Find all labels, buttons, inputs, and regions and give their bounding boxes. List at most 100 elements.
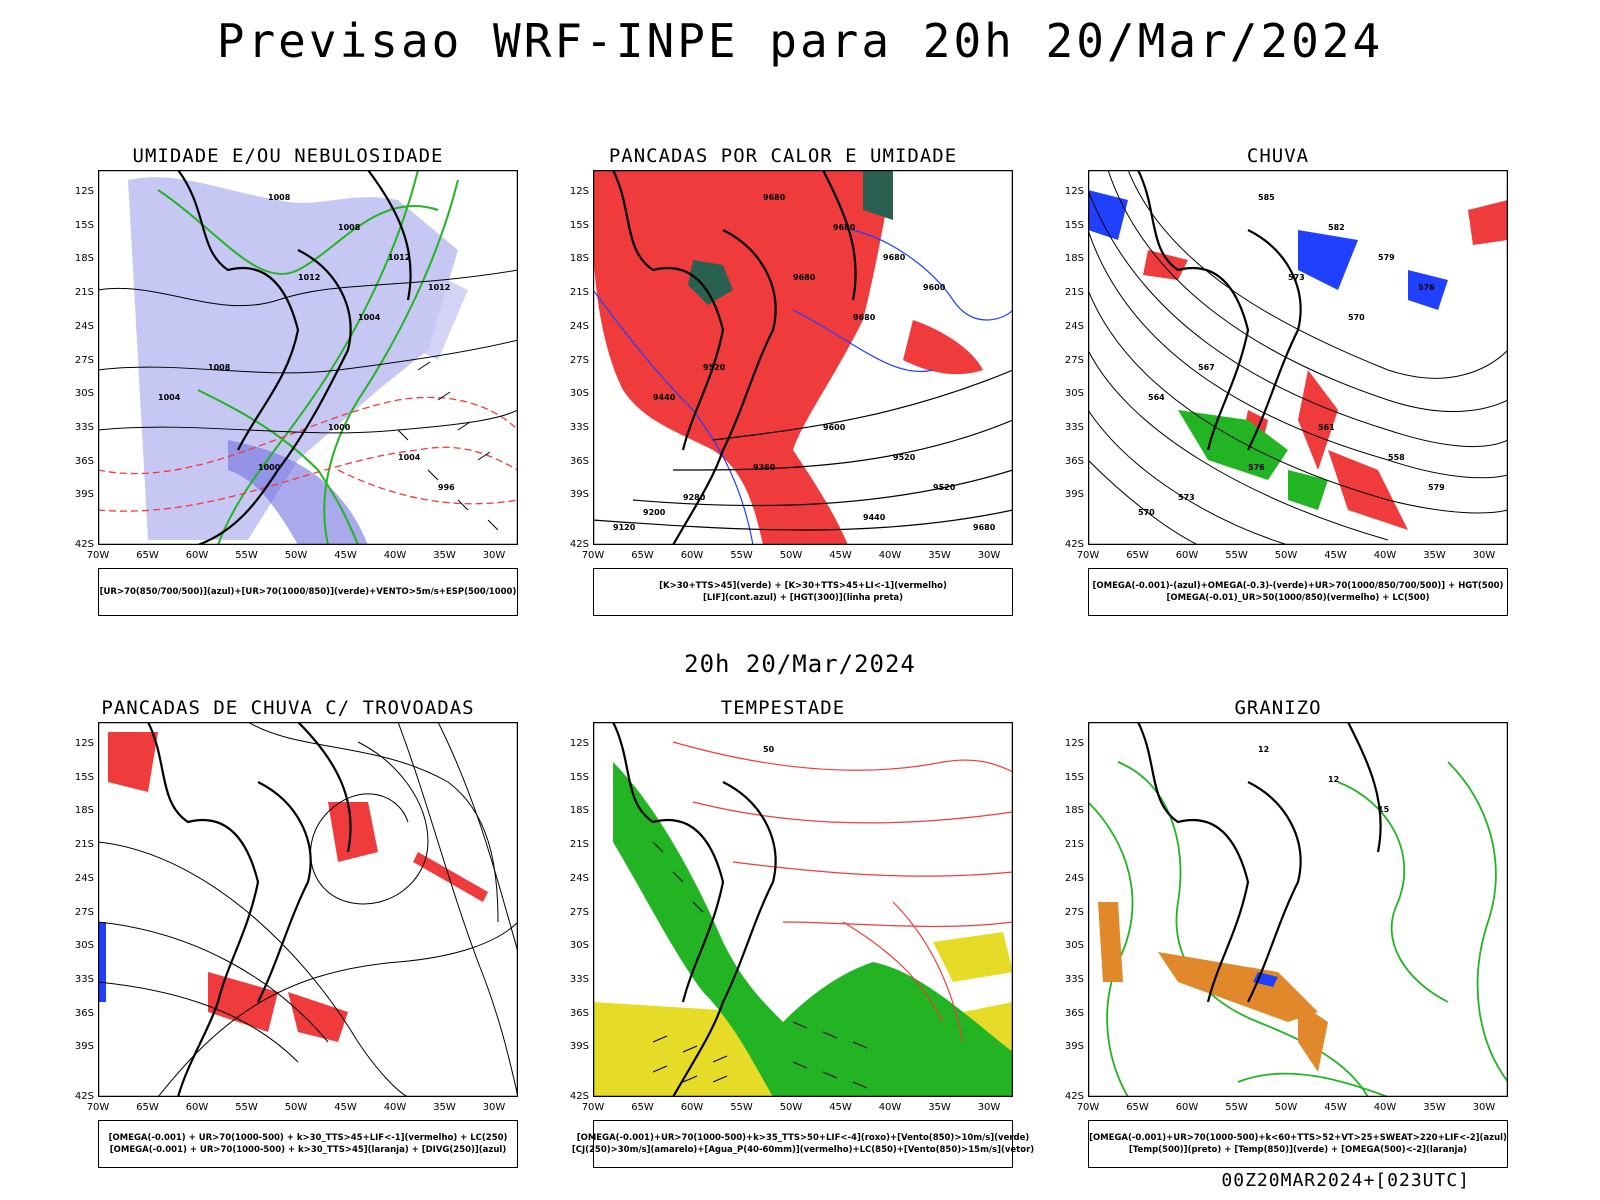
lon-label: 70W bbox=[1076, 1102, 1100, 1113]
lat-label: 21S bbox=[1064, 839, 1084, 851]
lat-label: 27S bbox=[1064, 354, 1084, 366]
lat-label: 21S bbox=[74, 287, 94, 299]
lon-label: 70W bbox=[581, 550, 605, 561]
lon-label: 40W bbox=[1373, 550, 1397, 561]
country-borders bbox=[612, 722, 777, 1097]
lon-label: 60W bbox=[185, 1102, 209, 1113]
contour-label: 579 bbox=[1378, 253, 1395, 262]
lat-label: 36S bbox=[74, 1007, 94, 1019]
map-pancadas-trovoadas bbox=[98, 722, 518, 1097]
lat-label: 30S bbox=[569, 940, 589, 952]
streamlines bbox=[98, 722, 518, 1097]
lat-label: 24S bbox=[569, 872, 589, 884]
map-frame bbox=[98, 722, 518, 1097]
contour-label: 9680 bbox=[973, 523, 996, 532]
lat-label: 18S bbox=[1064, 805, 1084, 817]
contour-label: 585 bbox=[1258, 193, 1275, 202]
lat-label: 42S bbox=[569, 539, 589, 550]
lon-label: 55W bbox=[730, 550, 753, 561]
contour-label: 576 bbox=[1248, 463, 1265, 472]
lat-label: 18S bbox=[74, 253, 94, 265]
lon-label: 30W bbox=[1472, 1102, 1496, 1113]
lat-label: 15S bbox=[74, 771, 94, 783]
contour-label: 9600 bbox=[923, 283, 946, 292]
lat-label: 33S bbox=[1064, 973, 1084, 985]
contour-label: 9680 bbox=[793, 273, 816, 282]
lon-label: 55W bbox=[1225, 550, 1248, 561]
temp850-contours bbox=[1088, 761, 1508, 1097]
lat-label: 21S bbox=[569, 287, 589, 299]
map-frame bbox=[98, 170, 518, 545]
lat-label: 18S bbox=[1064, 253, 1084, 265]
lon-label: 65W bbox=[136, 1102, 159, 1113]
contour-label: 996 bbox=[438, 483, 455, 492]
lon-label: 50W bbox=[1274, 550, 1298, 561]
lon-label: 35W bbox=[433, 1102, 456, 1113]
legend-box: [K>30+TTS>45](verde) + [K>30+TTS>45+LI<-… bbox=[593, 568, 1013, 616]
lon-label: 55W bbox=[235, 1102, 258, 1113]
lon-label: 60W bbox=[185, 550, 209, 561]
lon-label: 60W bbox=[680, 1102, 704, 1113]
contour-label: 9120 bbox=[613, 523, 636, 532]
lat-label: 24S bbox=[569, 320, 589, 332]
lon-label: 40W bbox=[878, 550, 902, 561]
panel-pancadas-trovoadas: PANCADAS DE CHUVA C/ TROVOADAS bbox=[58, 697, 518, 1197]
lat-label: 36S bbox=[569, 1007, 589, 1019]
contour-label: 1012 bbox=[298, 273, 320, 282]
jet-yellow-area bbox=[593, 1002, 773, 1097]
contour-label: 573 bbox=[1178, 493, 1195, 502]
panel-title: CHUVA bbox=[1246, 145, 1310, 167]
map-tempestade: 50 bbox=[593, 722, 1013, 1097]
panel-title: GRANIZO bbox=[1234, 697, 1322, 719]
contour-label: 570 bbox=[1138, 508, 1155, 517]
lat-label: 21S bbox=[1064, 287, 1084, 299]
lat-label: 27S bbox=[74, 354, 94, 366]
green-rain-area bbox=[1178, 410, 1328, 510]
contour-label: 9520 bbox=[893, 453, 916, 462]
lat-label: 39S bbox=[569, 489, 589, 501]
contour-label: 9680 bbox=[853, 313, 876, 322]
lat-label: 30S bbox=[1064, 940, 1084, 952]
lat-label: 21S bbox=[569, 839, 589, 851]
contour-label: 576 bbox=[1418, 283, 1435, 292]
wind-vectors-850 bbox=[652, 841, 868, 1089]
contour-label: 579 bbox=[1428, 483, 1445, 492]
main-title: Previsao WRF-INPE para 20h 20/Mar/2024 bbox=[216, 14, 1384, 68]
contour-label: 9280 bbox=[683, 493, 706, 502]
lon-label: 50W bbox=[284, 550, 308, 561]
map-pancadas-calor: 9680 9680 9680 9600 9680 9680 9520 9440 9600 9520… bbox=[593, 170, 1013, 545]
lat-label: 39S bbox=[1064, 1041, 1084, 1053]
contour-label: 1004 bbox=[398, 453, 421, 462]
hgt500-contours bbox=[1088, 170, 1508, 545]
lat-label: 12S bbox=[74, 738, 94, 749]
lon-label: 35W bbox=[928, 550, 951, 561]
contour-label: 9680 bbox=[763, 193, 786, 202]
lat-label: 30S bbox=[1064, 388, 1084, 400]
panel-title: UMIDADE E/OU NEBULOSIDADE bbox=[132, 145, 444, 167]
lat-label: 39S bbox=[569, 1041, 589, 1053]
country-borders bbox=[1137, 170, 1302, 451]
lat-label: 42S bbox=[569, 1091, 589, 1102]
panel-title: PANCADAS DE CHUVA C/ TROVOADAS bbox=[101, 697, 475, 719]
lon-label: 35W bbox=[433, 550, 456, 561]
lat-label: 12S bbox=[1064, 738, 1084, 749]
lat-label: 42S bbox=[1064, 539, 1084, 550]
hgt300-contours bbox=[593, 369, 1013, 531]
lon-label: 65W bbox=[631, 550, 654, 561]
contour-label: 9200 bbox=[643, 508, 666, 517]
lat-label: 27S bbox=[569, 906, 589, 918]
lon-label: 65W bbox=[1126, 1102, 1149, 1113]
lat-label: 39S bbox=[1064, 489, 1084, 501]
lon-label: 60W bbox=[1175, 1102, 1199, 1113]
map-frame bbox=[1088, 722, 1508, 1097]
humidity-shade bbox=[298, 230, 468, 360]
map-area: 9680 9680 9680 9600 9680 9680 9520 9440 9600 9520… bbox=[593, 170, 1013, 545]
lat-label: 33S bbox=[569, 421, 589, 433]
contour-label: 564 bbox=[1148, 393, 1165, 402]
map-area: 1008 1008 1012 1012 1012 1004 1008 1004 1000 1004… bbox=[98, 170, 518, 545]
map-granizo: 12 12 15 bbox=[1088, 722, 1508, 1097]
orange-omega bbox=[1098, 902, 1328, 1072]
lon-label: 40W bbox=[383, 1102, 407, 1113]
contour-label: 561 bbox=[1318, 423, 1335, 432]
legend-box: [OMEGA(-0.001)+UR>70(1000-500)+k>35_TTS>… bbox=[572, 1120, 1034, 1168]
